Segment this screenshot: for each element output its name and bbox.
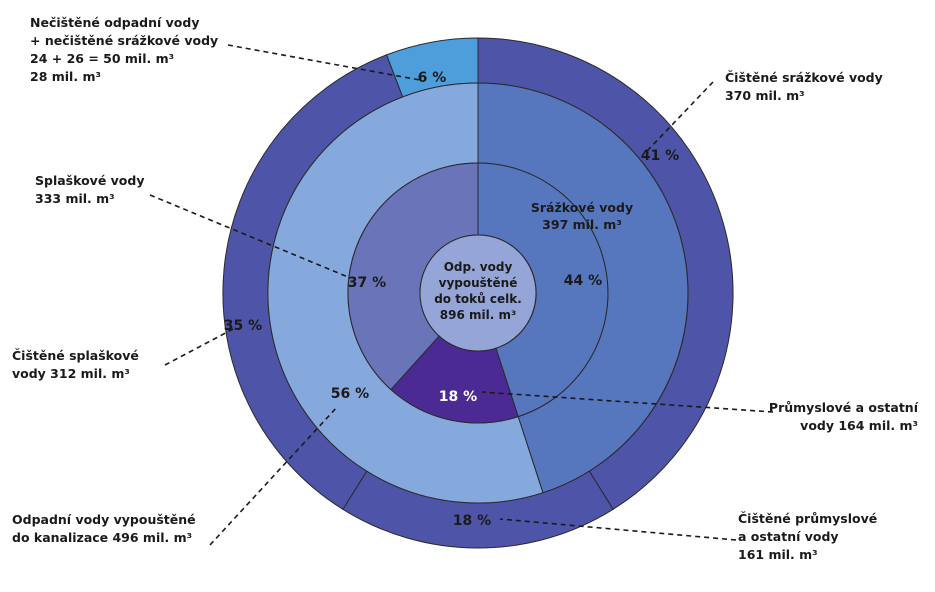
middle-percent-label: 56 % (331, 386, 369, 402)
chart-rings (222, 37, 734, 549)
outer-percent-label: 6 % (418, 70, 447, 86)
annotation-cistene-prumyslove: 161 mil. m³ (738, 547, 818, 562)
center-label-line: do toků celk. (434, 292, 522, 306)
outer-percent-label: 18 % (453, 513, 491, 529)
leader-line (499, 518, 737, 541)
annotation-cistene-prumyslove: Čištěné průmyslové (738, 511, 877, 526)
annotation-cistene-srazkove: Čištěné srážkové vody (725, 70, 883, 85)
annotation-necistene: 28 mil. m³ (30, 69, 101, 84)
leader-lines (149, 44, 774, 546)
leader-line (209, 405, 339, 546)
outer-percent-label: 35 % (224, 318, 262, 334)
annotation-necistene: Nečištěné odpadní vody (30, 15, 200, 30)
inner-percent-label: 37 % (348, 275, 386, 291)
annotation-odpadni-kanalizace: do kanalizace 496 mil. m³ (12, 530, 192, 545)
annotation-cistene-splaskove: Čištěné splaškové (12, 348, 139, 363)
leader-line (227, 44, 421, 81)
leader-line (647, 81, 714, 151)
annotation-cistene-srazkove: 370 mil. m³ (725, 88, 805, 103)
leader-line (481, 391, 774, 413)
center-label-line: Odp. vody (444, 260, 513, 274)
middle-percent-label: 44 % (564, 273, 602, 289)
annotation-prumyslove: Průmyslové a ostatní (769, 400, 919, 415)
annotation-necistene: 24 + 26 = 50 mil. m³ (30, 51, 174, 66)
center-disc (419, 234, 537, 352)
inner-percent-label: 18 % (439, 389, 477, 405)
leader-line (164, 327, 236, 366)
annotation-splaskove: 333 mil. m³ (35, 191, 115, 206)
annotation-cistene-prumyslove: a ostatní vody (738, 529, 839, 544)
middle-inline-label: Srážkové vody (531, 200, 633, 215)
annotation-cistene-splaskove: vody 312 mil. m³ (12, 366, 130, 381)
outer-percent-label: 41 % (641, 148, 679, 164)
chart-labels: Odp. vody vypouštěné do toků celk. 896 mil.… (12, 15, 919, 562)
middle-inline-label: 397 mil. m³ (542, 217, 622, 232)
annotation-odpadni-kanalizace: Odpadní vody vypouštěné (12, 512, 196, 527)
annotation-prumyslove: vody 164 mil. m³ (800, 418, 918, 433)
annotation-splaskove: Splaškové vody (35, 173, 145, 188)
annotation-necistene: + nečištěné srážkové vody (30, 33, 218, 48)
center-label-line: vypouštěné (439, 276, 518, 290)
center-label-line: 896 mil. m³ (440, 308, 516, 322)
